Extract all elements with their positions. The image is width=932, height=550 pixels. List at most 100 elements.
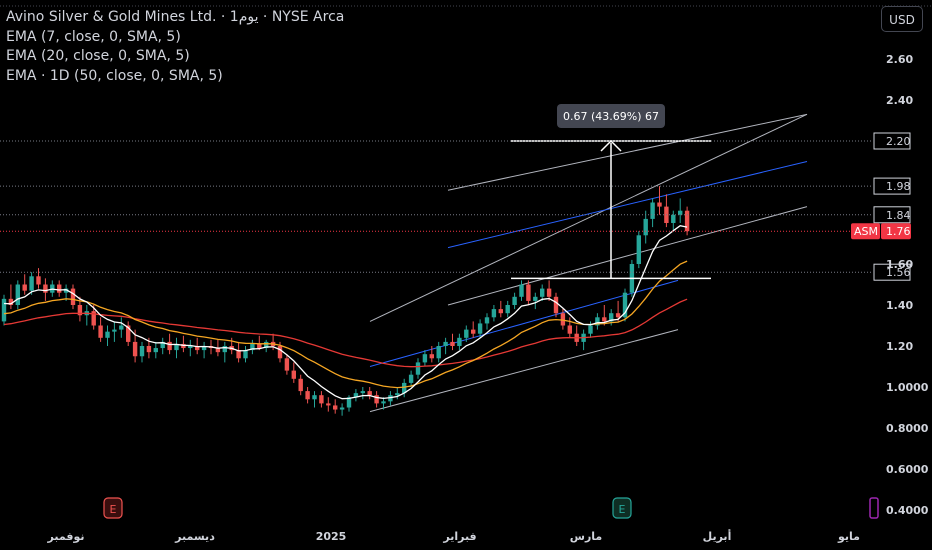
earnings-marker-label: E	[110, 503, 117, 516]
candle-body	[422, 354, 428, 363]
candle-body	[615, 313, 621, 318]
candle-body	[105, 331, 110, 338]
candle-body	[146, 346, 152, 353]
candle-body	[22, 284, 27, 291]
level-box	[873, 206, 911, 224]
candle-body	[8, 298, 14, 305]
y-tick-label: 1.60	[886, 258, 913, 271]
candle-body	[381, 401, 386, 404]
candle-body	[643, 218, 648, 236]
candle-body	[91, 311, 96, 326]
ticker-badge	[851, 223, 880, 240]
candle-body	[215, 348, 221, 353]
currency-button[interactable]: USD	[881, 6, 923, 32]
candle-body	[63, 288, 69, 293]
candle-body	[436, 346, 441, 359]
channel-upper-right	[447, 113, 808, 191]
candle-body	[408, 374, 414, 383]
ema-20-line	[3, 260, 688, 389]
candle-body	[595, 317, 600, 326]
candle-body	[222, 346, 227, 353]
candle-body	[119, 325, 124, 330]
earnings-marker	[612, 497, 632, 519]
y-tick-label: 1.40	[886, 299, 913, 312]
y-tick-label: 0.8000	[886, 422, 929, 435]
channel-lower-right	[447, 206, 808, 306]
y-tick-label: 0.6000	[886, 463, 929, 476]
candle-body	[1, 298, 7, 322]
channel-mid-right	[447, 161, 808, 249]
y-tick-label: 0.4000	[886, 504, 929, 517]
candle-body	[29, 276, 34, 291]
x-tick-label: 2025	[316, 530, 347, 543]
candle-body	[533, 296, 538, 301]
candle-body	[546, 288, 552, 297]
candle-body	[160, 341, 165, 349]
candle-body	[395, 393, 400, 396]
measure-arrow-head	[600, 139, 622, 152]
measure-label-box	[557, 104, 665, 128]
candle-body	[250, 343, 255, 351]
earnings-marker	[103, 497, 123, 519]
candle-body	[291, 370, 296, 379]
candle-body	[526, 284, 531, 301]
x-tick-label: مايو	[837, 530, 860, 543]
candle-body	[195, 346, 200, 351]
y-tick-label: 1.20	[886, 340, 913, 353]
x-axis[interactable]: نوفمبر ديسمبر 2025 فبراير مارس أبريل مايو	[47, 529, 860, 543]
price-levels: 2.20 1.98 1.84 1.56 ASM 1.76	[0, 132, 911, 281]
candle-body	[132, 341, 138, 357]
candle-body	[326, 403, 331, 406]
x-tick-label: ديسمبر	[174, 530, 215, 543]
candle-body	[457, 337, 462, 346]
x-tick-label: فبراير	[442, 530, 476, 543]
level-label: 1.84	[886, 209, 911, 222]
candles	[1, 186, 690, 416]
earnings-marker-label: E	[619, 503, 626, 516]
candle-body	[243, 350, 248, 359]
price-range-measure[interactable]: 0.67 (43.69%) 67	[511, 104, 711, 280]
dividend-marker	[869, 497, 879, 519]
candle-body	[367, 391, 372, 396]
y-tick-label: 1.0000	[886, 381, 929, 394]
candle-body	[609, 313, 614, 322]
candle-body	[505, 305, 510, 314]
candle-body	[333, 405, 338, 410]
candle-body	[305, 391, 310, 400]
candle-body	[360, 391, 365, 394]
y-axis[interactable]: 2.60 2.40 1.60 1.40 1.20 1.0000 0.8000 0.6000 0.…	[886, 53, 929, 517]
candle-body	[57, 284, 62, 293]
candle-body	[450, 341, 455, 346]
legend-ema7[interactable]: EMA (7, close, 0, SMA, 5)	[6, 28, 181, 45]
candle-body	[70, 288, 76, 305]
level-label: 1.98	[886, 180, 911, 193]
candle-body	[346, 397, 352, 408]
candle-body	[277, 346, 283, 359]
legend-title[interactable]: Avino Silver & Gold Mines Ltd. · 1يوم · …	[6, 9, 345, 25]
legend-ema50[interactable]: EMA · 1D (50, close, 0, SMA, 5)	[6, 67, 223, 84]
legend-ema20[interactable]: EMA (20, close, 0, SMA, 5)	[6, 48, 190, 64]
candle-body	[319, 395, 324, 404]
ema-lines	[3, 225, 688, 400]
channel-lower-left	[369, 329, 679, 413]
last-price-badge	[881, 223, 911, 240]
candle-body	[98, 325, 103, 338]
candle-body	[402, 382, 407, 394]
candle-body	[174, 343, 179, 351]
candle-body	[602, 317, 607, 322]
candle-body	[622, 292, 628, 318]
candle-body	[498, 309, 503, 314]
candle-body	[339, 407, 345, 410]
candle-body	[139, 346, 145, 357]
candle-body	[181, 343, 186, 349]
candle-body	[43, 284, 48, 293]
measure-label: 0.67 (43.69%) 67	[563, 110, 659, 123]
candle-body	[553, 296, 559, 314]
candle-body	[298, 378, 303, 392]
candle-body	[484, 317, 490, 324]
chart-legend: Avino Silver & Gold Mines Ltd. · 1يوم · …	[6, 8, 344, 86]
candle-body	[374, 395, 379, 404]
candle-body	[15, 284, 20, 305]
